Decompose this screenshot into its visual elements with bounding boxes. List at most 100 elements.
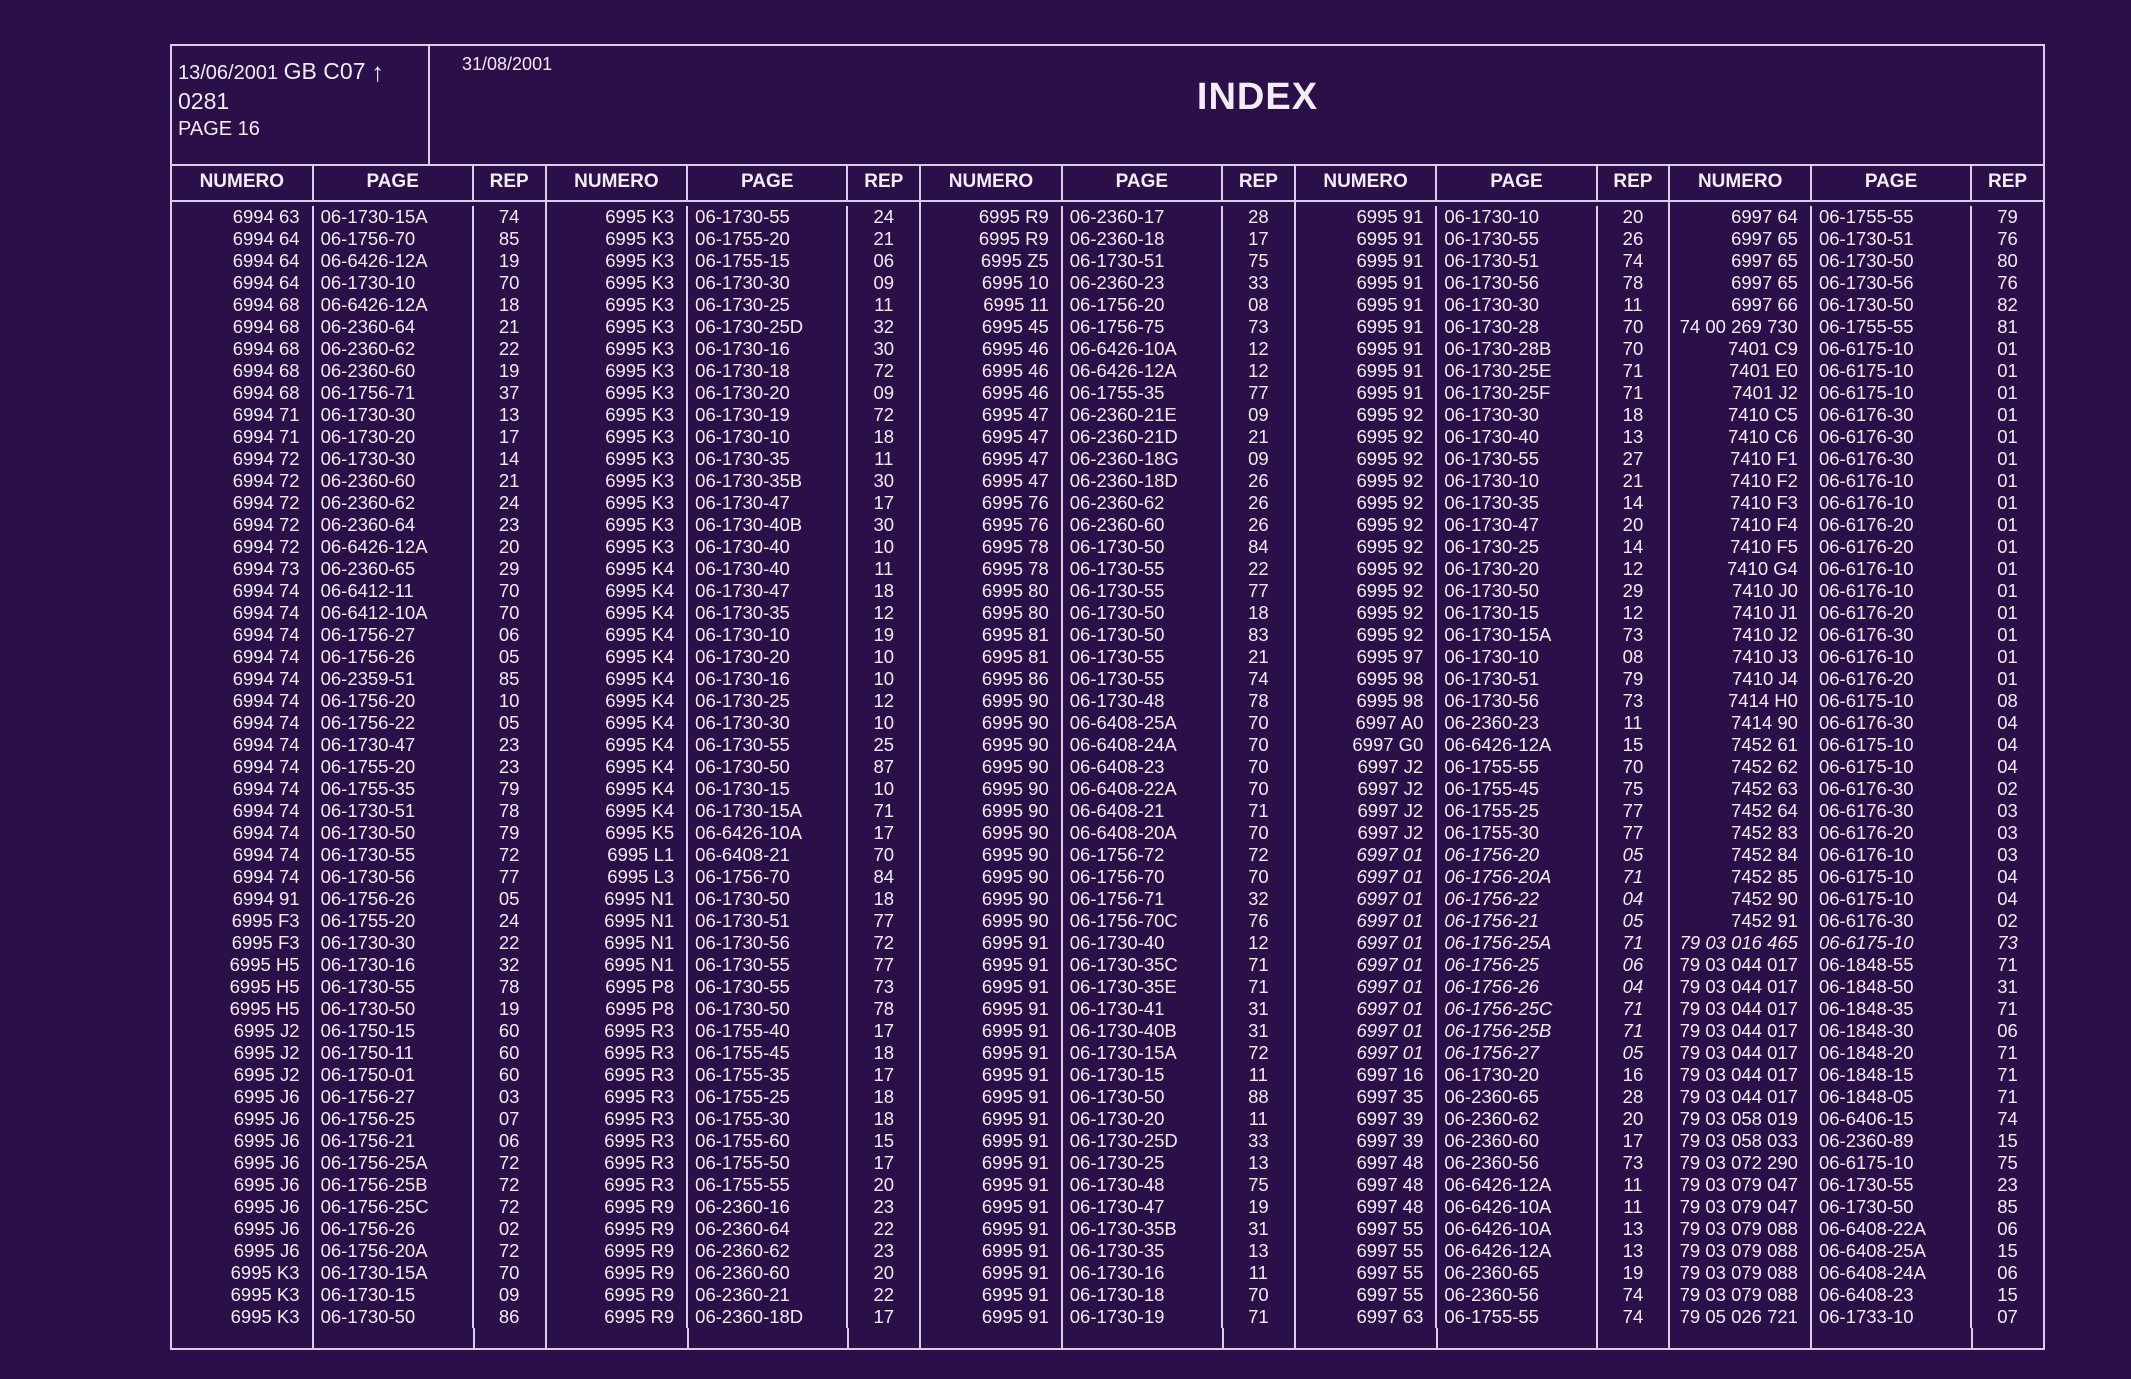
rep-cell: 15 (1622, 734, 1644, 755)
table-row: 6995 11 06-1756-20 08 (921, 294, 1294, 316)
page-cell: 06-1730-50 (1063, 602, 1223, 624)
rep-cell: 78 (873, 998, 895, 1019)
page-cell: 06-6408-25A (1812, 1240, 1973, 1262)
page-cell: 06-6175-10 (1812, 866, 1973, 888)
page-cell: 06-6175-10 (1812, 1152, 1973, 1174)
numero-cell: 6995 N1 (547, 932, 689, 954)
numero-cell: 6997 55 (1296, 1218, 1438, 1240)
page-cell: 06-6408-25A (1063, 712, 1223, 734)
numero-cell: 6995 J6 (172, 1152, 314, 1174)
numero-cell: 6994 74 (172, 866, 314, 888)
page-cell: 06-6408-24A (1812, 1262, 1973, 1284)
table-row: 79 03 079 088 06-6408-25A 15 (1670, 1240, 2043, 1262)
table-row: 6994 74 06-1755-20 23 (172, 756, 545, 778)
table-row: 6994 74 06-6412-10A 70 (172, 602, 545, 624)
page-cell: 06-1750-15 (314, 1020, 474, 1042)
rep-cell: 70 (1248, 712, 1269, 733)
table-row: 6995 91 06-1730-51 74 (1296, 250, 1669, 272)
table-row: 6995 90 06-6408-23 70 (921, 756, 1294, 778)
numero-cell: 6997 A0 (1296, 712, 1438, 734)
page-cell: 06-1755-25 (1437, 800, 1598, 822)
table-row: 6995 F3 06-1755-20 24 (172, 910, 545, 932)
page-cell: 06-1756-27 (314, 1086, 474, 1108)
table-row: 6995 J2 06-1750-01 60 (172, 1064, 545, 1086)
numero-cell: 6995 91 (921, 1240, 1063, 1262)
page-cell: 06-6426-12A (1063, 360, 1223, 382)
numero-cell: 6995 K4 (547, 756, 689, 778)
rep-cell: 03 (1997, 822, 2018, 843)
header-numero: NUMERO (1296, 164, 1438, 200)
rep-cell: 71 (1622, 866, 1644, 887)
header-page: PAGE (314, 164, 474, 200)
table-row: 6995 J6 06-1756-25A 72 (172, 1152, 545, 1174)
rep-cell: 72 (873, 360, 895, 381)
page-cell: 06-1730-50 (1812, 1196, 1973, 1218)
numero-cell: 6997 63 (1296, 1306, 1438, 1328)
rep-cell: 32 (498, 954, 520, 975)
table-row: 6995 91 06-1730-50 88 (921, 1086, 1294, 1108)
rep-cell: 73 (1248, 316, 1269, 337)
table-row: 6995 R9 06-2360-17 28 (921, 206, 1294, 228)
table-row: 7401 C9 06-6175-10 01 (1670, 338, 2043, 360)
numero-cell: 6997 65 (1670, 228, 1812, 250)
page-cell: 06-2360-62 (314, 492, 474, 514)
table-row: 7410 C5 06-6176-30 01 (1670, 404, 2043, 426)
page-cell: 06-1730-16 (688, 338, 849, 360)
column-header-row: NUMERO PAGE REP (921, 164, 1294, 202)
rep-cell: 01 (1997, 668, 2018, 689)
rep-cell: 17 (873, 1152, 895, 1173)
table-row: 6994 72 06-2360-62 24 (172, 492, 545, 514)
numero-cell: 6997 J2 (1296, 756, 1438, 778)
numero-cell: 7452 90 (1670, 888, 1812, 910)
page-cell: 06-2360-64 (314, 514, 474, 536)
numero-cell: 6995 91 (921, 1174, 1063, 1196)
numero-cell: 6997 48 (1296, 1152, 1438, 1174)
rep-cell: 18 (873, 580, 895, 601)
header-page: PAGE (1437, 164, 1598, 200)
page-cell: 06-1730-35 (688, 448, 849, 470)
page-cell: 06-1730-16 (314, 954, 474, 976)
numero-cell: 6995 90 (921, 800, 1063, 822)
page-cell: 06-1730-41 (1063, 998, 1223, 1020)
table-row: 6995 R9 06-2360-16 23 (547, 1196, 920, 1218)
page-cell: 06-1756-70 (688, 866, 849, 888)
page-cell: 06-2360-18G (1063, 448, 1223, 470)
table-row: 6995 98 06-1730-51 79 (1296, 668, 1669, 690)
table-row: 6995 86 06-1730-55 74 (921, 668, 1294, 690)
rep-cell: 70 (1248, 1284, 1269, 1305)
rep-cell: 23 (498, 514, 520, 535)
table-row: 7410 F2 06-6176-10 01 (1670, 470, 2043, 492)
page-cell: 06-1730-25E (1437, 360, 1598, 382)
page-cell: 06-1730-51 (1437, 668, 1598, 690)
rep-cell: 84 (1248, 536, 1269, 557)
table-row: 6995 92 06-1730-20 12 (1296, 558, 1669, 580)
table-row: 6995 92 06-1730-35 14 (1296, 492, 1669, 514)
page-cell: 06-6176-10 (1812, 470, 1973, 492)
page-cell: 06-1756-25 (1437, 954, 1598, 976)
page-cell: 06-1730-15A (1063, 1042, 1223, 1064)
rep-cell: 73 (1622, 1152, 1644, 1173)
table-row: 6995 K4 06-1730-35 12 (547, 602, 920, 624)
numero-cell: 6994 68 (172, 294, 314, 316)
numero-cell: 6995 R3 (547, 1108, 689, 1130)
page-title: INDEX (1196, 76, 1319, 118)
numero-cell: 7452 85 (1670, 866, 1812, 888)
rep-cell: 71 (873, 800, 895, 821)
page-cell: 06-2360-64 (688, 1218, 849, 1240)
numero-cell: 79 03 072 290 (1670, 1152, 1812, 1174)
page-cell: 06-1730-35E (1063, 976, 1223, 998)
table-row: 6997 39 06-2360-60 17 (1296, 1130, 1669, 1152)
rep-cell: 09 (1248, 448, 1269, 469)
rep-cell: 22 (498, 338, 520, 359)
numero-cell: 6995 90 (921, 712, 1063, 734)
numero-cell: 6997 01 (1296, 1042, 1438, 1064)
rep-cell: 75 (1622, 778, 1644, 799)
page-cell: 06-1756-20 (1437, 844, 1598, 866)
header: 13/06/2001 GB C07 ↑ 0281 PAGE 16 31/08/2… (172, 46, 2043, 166)
index-column-block: NUMERO PAGE REP 6997 64 06-1755-55 79 6997 65 0… (1670, 164, 2043, 1348)
index-column-block: NUMERO PAGE REP 6995 R9 06-2360-17 28 6995 R9 0… (921, 164, 1296, 1348)
table-row: 6995 J6 06-1756-27 03 (172, 1086, 545, 1108)
rep-cell: 23 (498, 734, 520, 755)
numero-cell: 7452 62 (1670, 756, 1812, 778)
numero-cell: 7410 F4 (1670, 514, 1812, 536)
